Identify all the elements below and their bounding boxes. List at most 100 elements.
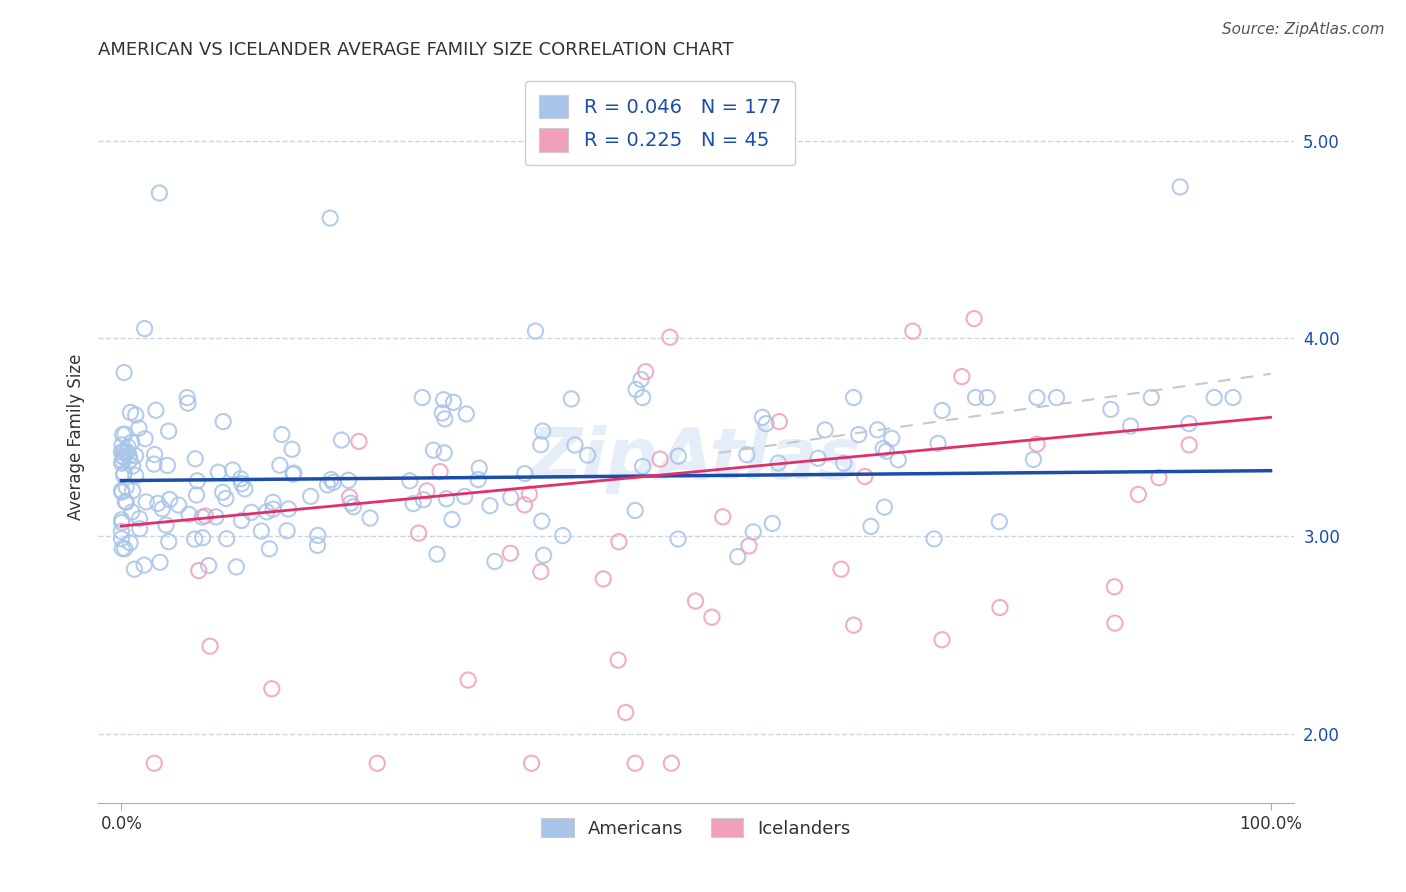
Point [319,473,342,487]
Point [212,415,235,429]
Point [607,653,630,667]
Point [443,395,465,409]
Point [533,548,555,562]
Point [225,560,247,574]
Point [922,532,945,546]
Point [231,513,253,527]
Point [832,456,855,470]
Point [110,524,132,539]
Point [484,554,506,568]
Point [432,392,454,407]
Point [118,449,141,463]
Point [412,492,434,507]
Point [711,509,734,524]
Point [520,756,543,771]
Point [111,513,134,527]
Point [901,324,924,338]
Point [128,511,150,525]
Point [433,446,456,460]
Point [666,449,689,463]
Point [814,423,837,437]
Point [111,454,134,468]
Point [429,465,451,479]
Point [115,444,138,458]
Point [112,366,135,380]
Point [156,458,179,473]
Point [1022,452,1045,467]
Point [222,463,245,477]
Point [433,412,456,426]
Point [307,538,329,552]
Point [342,500,364,514]
Point [339,490,361,504]
Point [530,438,553,452]
Point [842,618,865,632]
Point [197,558,219,573]
Point [110,445,132,459]
Point [177,396,200,410]
Point [624,383,647,397]
Point [531,424,554,438]
Point [281,467,304,482]
Point [517,487,540,501]
Point [114,494,136,508]
Point [270,427,292,442]
Point [215,491,238,506]
Point [440,512,463,526]
Point [436,491,458,506]
Point [614,706,637,720]
Point [322,475,344,490]
Point [134,321,156,335]
Point [976,391,998,405]
Point [337,473,360,487]
Point [735,448,758,462]
Point [211,485,233,500]
Point [931,403,953,417]
Point [262,495,284,509]
Point [187,564,209,578]
Point [125,408,148,422]
Point [307,528,329,542]
Point [128,522,150,536]
Point [422,443,444,458]
Legend: Americans, Icelanders: Americans, Icelanders [534,811,858,845]
Point [873,500,896,515]
Point [755,417,778,431]
Point [927,436,949,450]
Point [283,466,305,480]
Point [530,514,553,528]
Point [111,427,134,442]
Point [398,474,420,488]
Point [1104,616,1126,631]
Point [560,392,582,406]
Point [117,440,139,454]
Point [125,468,148,483]
Point [143,457,166,471]
Point [112,450,135,464]
Point [872,442,894,456]
Point [931,632,953,647]
Point [114,427,136,442]
Point [269,458,291,473]
Point [551,528,574,542]
Point [887,452,910,467]
Point [145,403,167,417]
Point [110,456,132,470]
Point [411,391,433,405]
Point [186,488,208,502]
Text: AMERICAN VS ICELANDER AVERAGE FAMILY SIZE CORRELATION CHART: AMERICAN VS ICELANDER AVERAGE FAMILY SIZ… [98,41,734,59]
Point [260,681,283,696]
Point [859,519,882,533]
Point [281,442,304,457]
Point [110,532,132,546]
Point [634,365,657,379]
Point [240,505,263,519]
Point [624,503,647,517]
Point [1045,391,1067,405]
Point [1128,487,1150,501]
Point [330,433,353,447]
Text: ZipAtlas: ZipAtlas [530,425,862,493]
Point [134,558,156,573]
Point [159,492,181,507]
Point [1099,402,1122,417]
